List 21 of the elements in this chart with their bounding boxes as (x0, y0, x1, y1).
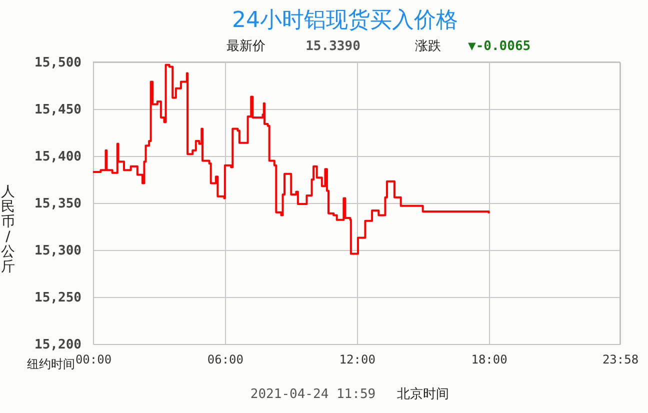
text: 涨跌 (415, 39, 441, 54)
x-tick-label: 23:58 (602, 352, 639, 366)
text: 2021-04-24 11:59 (250, 387, 376, 402)
y-tick-label: 15,300 (34, 244, 82, 258)
y-axis-title: 人民币/公斤 (1, 184, 15, 275)
y-tick-label: 15,500 (34, 56, 82, 70)
x-tick-label: 18:00 (471, 352, 508, 366)
text: 15.3390 (306, 39, 361, 54)
y-tick-label: 15,400 (34, 150, 82, 164)
text: ▼-0.0065 (468, 39, 531, 54)
chart-title: 24小时铝现货买入价格 (232, 8, 458, 33)
y-tick-label: 15,450 (34, 102, 82, 118)
y-tick-label: 15,200 (34, 338, 82, 352)
y-tick-label: 15,250 (34, 290, 82, 306)
x-axis-title: 纽约时间 (27, 357, 75, 371)
y-tick-label: 15,350 (34, 196, 82, 212)
text: 北京时间 (397, 387, 449, 402)
text: 最新价 (226, 39, 266, 54)
x-tick-label: 06:00 (207, 352, 244, 366)
x-tick-label: 12:00 (339, 352, 376, 366)
x-tick-label: 00:00 (75, 352, 112, 366)
